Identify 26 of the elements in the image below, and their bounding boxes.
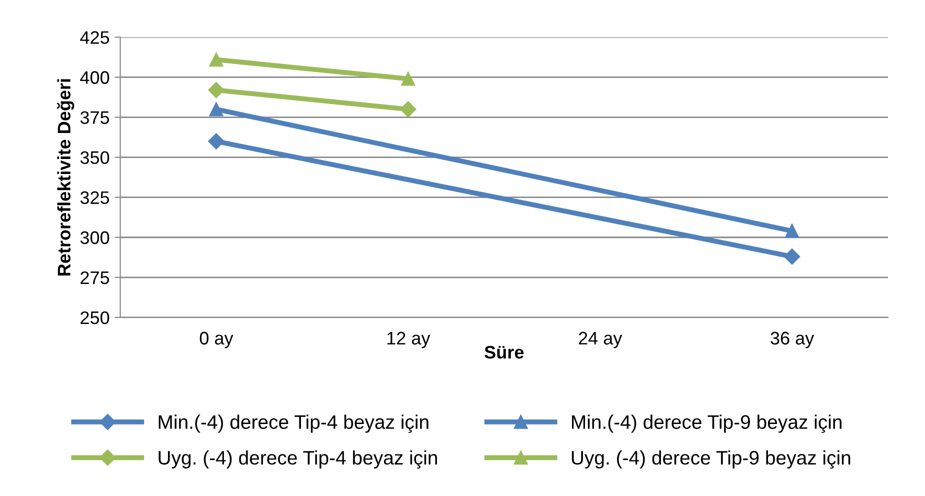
- legend-label: Min.(-4) derece Tip-9 beyaz için: [572, 414, 842, 433]
- x-axis-title: Süre: [484, 346, 524, 359]
- x-tick-label: 24 ay: [578, 332, 622, 348]
- y-tick-label: 300: [80, 231, 110, 244]
- point: [785, 224, 799, 238]
- point: [401, 72, 416, 86]
- x-tick-label: 36 ay: [770, 332, 814, 348]
- y-tick-label: 425: [80, 31, 110, 44]
- legend-label: Uyg. (-4) derece Tip-4 beyaz için: [158, 450, 437, 469]
- point: [400, 101, 416, 118]
- x-tick-label: 12 ay: [387, 332, 430, 348]
- y-tick-label: 275: [80, 271, 110, 284]
- y-tick-label: 325: [80, 191, 110, 204]
- point: [208, 133, 224, 150]
- y-tick-label: 400: [80, 71, 110, 84]
- y-tick-label: 375: [80, 111, 110, 124]
- y-tick-label: 250: [80, 311, 110, 324]
- point: [784, 248, 800, 265]
- y-tick-label: 350: [80, 151, 110, 164]
- legend-label: Uyg. (-4) derece Tip-9 beyaz için: [572, 450, 850, 469]
- point: [209, 102, 224, 116]
- point: [209, 52, 224, 67]
- legend-label: Min.(-4) derece Tip-4 beyaz için: [158, 414, 428, 433]
- y-axis-title: Retroreflektivite Değeri: [57, 79, 74, 276]
- x-tick-label: 0 ay: [200, 332, 234, 348]
- point: [208, 82, 224, 98]
